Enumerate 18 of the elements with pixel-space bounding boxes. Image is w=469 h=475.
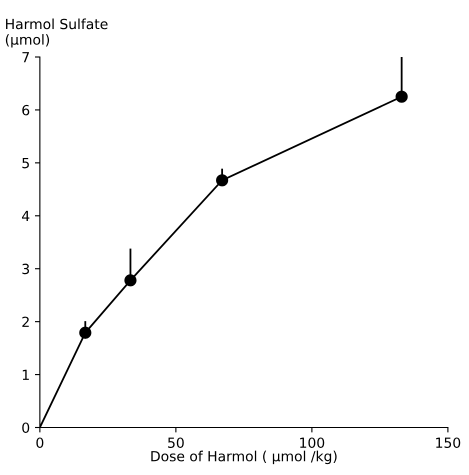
x-axis-title: Dose of Harmol ( μmol /kg)	[151, 450, 337, 464]
y-tick-label: 4	[22, 210, 30, 222]
y-tick-label: 7	[22, 52, 29, 62]
y-tick-label: 6	[22, 104, 30, 116]
x-tick-label: 150	[436, 437, 460, 448]
y-tick-label: 1	[22, 370, 29, 380]
x-tick-label: 50	[168, 437, 184, 448]
point	[79, 326, 92, 339]
y-tick-label: 0	[22, 422, 30, 433]
point	[216, 174, 228, 186]
y-tick-label: 5	[22, 158, 29, 168]
x-tick-label: 100	[300, 437, 324, 448]
point	[396, 90, 408, 103]
x-tick-label: 0	[36, 437, 44, 448]
y-axis-title: Harmol Sulfate (μmol)	[6, 18, 108, 48]
y-tick-label: 2	[22, 316, 29, 327]
point	[124, 274, 137, 286]
y-tick-label: 3	[22, 264, 30, 274]
